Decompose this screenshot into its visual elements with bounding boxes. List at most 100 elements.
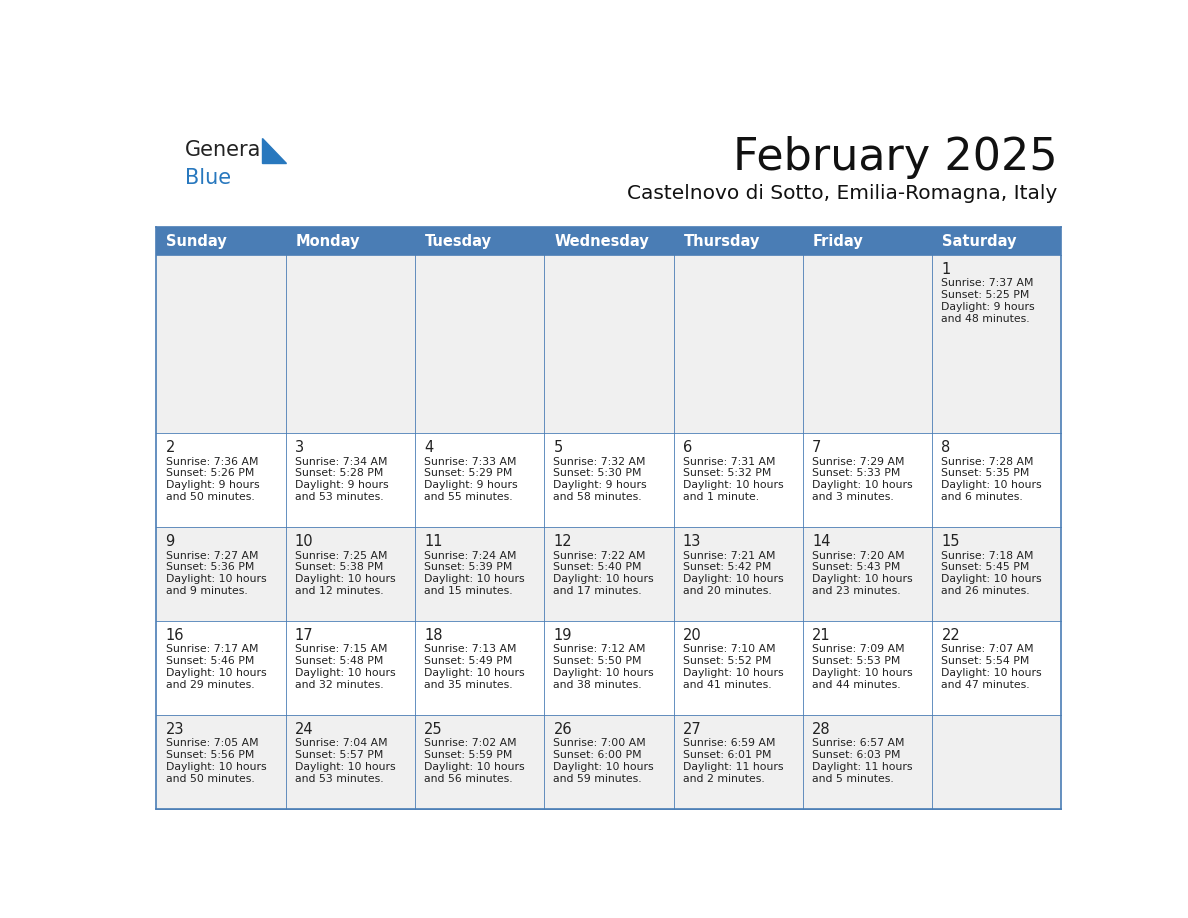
Text: 15: 15 — [941, 534, 960, 549]
Text: and 12 minutes.: and 12 minutes. — [295, 587, 384, 597]
Text: and 38 minutes.: and 38 minutes. — [554, 680, 643, 690]
Bar — [415, 621, 544, 715]
Bar — [285, 227, 415, 255]
Text: Daylight: 10 hours: Daylight: 10 hours — [165, 575, 266, 585]
Text: Saturday: Saturday — [942, 233, 1017, 249]
Text: 23: 23 — [165, 722, 184, 737]
Bar — [803, 528, 933, 621]
Text: Daylight: 11 hours: Daylight: 11 hours — [683, 762, 783, 772]
Text: Sunset: 5:49 PM: Sunset: 5:49 PM — [424, 656, 512, 666]
Text: Sunrise: 7:13 AM: Sunrise: 7:13 AM — [424, 644, 517, 655]
Text: Sunset: 5:42 PM: Sunset: 5:42 PM — [683, 563, 771, 573]
Text: Daylight: 10 hours: Daylight: 10 hours — [941, 575, 1042, 585]
Bar — [285, 433, 415, 528]
Text: and 1 minute.: and 1 minute. — [683, 492, 759, 502]
Text: and 59 minutes.: and 59 minutes. — [554, 774, 643, 784]
Text: Sunrise: 6:57 AM: Sunrise: 6:57 AM — [813, 738, 904, 748]
Text: and 50 minutes.: and 50 minutes. — [165, 774, 254, 784]
Text: Sunrise: 7:37 AM: Sunrise: 7:37 AM — [941, 278, 1034, 288]
Bar — [157, 528, 285, 621]
Text: 9: 9 — [165, 534, 175, 549]
Text: Sunset: 5:29 PM: Sunset: 5:29 PM — [424, 468, 512, 478]
Bar — [803, 621, 933, 715]
Text: Daylight: 10 hours: Daylight: 10 hours — [424, 575, 525, 585]
Text: Sunset: 5:57 PM: Sunset: 5:57 PM — [295, 750, 384, 760]
Text: 8: 8 — [941, 441, 950, 455]
Text: Sunset: 6:03 PM: Sunset: 6:03 PM — [813, 750, 901, 760]
Text: Daylight: 10 hours: Daylight: 10 hours — [683, 575, 783, 585]
Text: Daylight: 10 hours: Daylight: 10 hours — [554, 762, 655, 772]
Bar — [803, 715, 933, 810]
Text: 24: 24 — [295, 722, 314, 737]
Text: Thursday: Thursday — [683, 233, 760, 249]
Text: General: General — [185, 140, 267, 161]
Text: and 6 minutes.: and 6 minutes. — [941, 492, 1023, 502]
Text: and 17 minutes.: and 17 minutes. — [554, 587, 643, 597]
Text: Daylight: 9 hours: Daylight: 9 hours — [554, 480, 647, 490]
Text: 1: 1 — [941, 262, 950, 277]
Text: and 5 minutes.: and 5 minutes. — [813, 774, 893, 784]
Text: 20: 20 — [683, 628, 702, 644]
Text: Sunrise: 7:00 AM: Sunrise: 7:00 AM — [554, 738, 646, 748]
Text: Friday: Friday — [813, 233, 864, 249]
Text: and 15 minutes.: and 15 minutes. — [424, 587, 513, 597]
Text: Sunrise: 7:02 AM: Sunrise: 7:02 AM — [424, 738, 517, 748]
Text: and 53 minutes.: and 53 minutes. — [295, 492, 384, 502]
Text: Castelnovo di Sotto, Emilia-Romagna, Italy: Castelnovo di Sotto, Emilia-Romagna, Ita… — [627, 184, 1057, 203]
Bar — [415, 715, 544, 810]
Bar — [933, 621, 1061, 715]
Text: Sunset: 5:53 PM: Sunset: 5:53 PM — [813, 656, 901, 666]
Bar — [285, 528, 415, 621]
Bar — [157, 433, 285, 528]
Text: Sunrise: 7:09 AM: Sunrise: 7:09 AM — [813, 644, 905, 655]
Text: Daylight: 10 hours: Daylight: 10 hours — [165, 668, 266, 678]
Text: Daylight: 10 hours: Daylight: 10 hours — [554, 575, 655, 585]
Text: and 35 minutes.: and 35 minutes. — [424, 680, 513, 690]
Text: and 41 minutes.: and 41 minutes. — [683, 680, 771, 690]
Text: 4: 4 — [424, 441, 434, 455]
Text: Daylight: 10 hours: Daylight: 10 hours — [683, 480, 783, 490]
Text: Sunset: 5:39 PM: Sunset: 5:39 PM — [424, 563, 512, 573]
Text: Daylight: 9 hours: Daylight: 9 hours — [424, 480, 518, 490]
Text: Sunrise: 7:21 AM: Sunrise: 7:21 AM — [683, 551, 776, 561]
Text: Daylight: 10 hours: Daylight: 10 hours — [424, 668, 525, 678]
Text: Daylight: 10 hours: Daylight: 10 hours — [424, 762, 525, 772]
Text: Sunset: 6:01 PM: Sunset: 6:01 PM — [683, 750, 771, 760]
Text: and 47 minutes.: and 47 minutes. — [941, 680, 1030, 690]
Text: 16: 16 — [165, 628, 184, 644]
Bar — [544, 255, 674, 433]
Bar — [544, 715, 674, 810]
Text: Sunrise: 7:18 AM: Sunrise: 7:18 AM — [941, 551, 1034, 561]
Text: Sunset: 5:36 PM: Sunset: 5:36 PM — [165, 563, 254, 573]
Text: Sunset: 5:46 PM: Sunset: 5:46 PM — [165, 656, 254, 666]
Text: Sunset: 5:48 PM: Sunset: 5:48 PM — [295, 656, 384, 666]
Text: Daylight: 10 hours: Daylight: 10 hours — [165, 762, 266, 772]
Text: 27: 27 — [683, 722, 702, 737]
Text: Sunrise: 7:22 AM: Sunrise: 7:22 AM — [554, 551, 646, 561]
Text: and 50 minutes.: and 50 minutes. — [165, 492, 254, 502]
Bar — [803, 433, 933, 528]
Bar — [544, 528, 674, 621]
Text: Sunset: 5:35 PM: Sunset: 5:35 PM — [941, 468, 1030, 478]
Bar — [674, 433, 803, 528]
Text: 5: 5 — [554, 441, 563, 455]
Text: Sunset: 5:43 PM: Sunset: 5:43 PM — [813, 563, 901, 573]
Bar — [415, 528, 544, 621]
Text: Sunset: 5:59 PM: Sunset: 5:59 PM — [424, 750, 512, 760]
Bar — [285, 621, 415, 715]
Text: 10: 10 — [295, 534, 314, 549]
Bar — [157, 621, 285, 715]
Text: Sunrise: 7:25 AM: Sunrise: 7:25 AM — [295, 551, 387, 561]
Text: 12: 12 — [554, 534, 573, 549]
Text: 3: 3 — [295, 441, 304, 455]
Bar — [157, 255, 285, 433]
Text: Daylight: 9 hours: Daylight: 9 hours — [941, 302, 1035, 312]
Text: 14: 14 — [813, 534, 830, 549]
Text: 22: 22 — [941, 628, 960, 644]
Bar — [674, 255, 803, 433]
Text: Sunset: 5:32 PM: Sunset: 5:32 PM — [683, 468, 771, 478]
Text: Daylight: 11 hours: Daylight: 11 hours — [813, 762, 912, 772]
Text: Daylight: 10 hours: Daylight: 10 hours — [295, 575, 396, 585]
Text: Daylight: 10 hours: Daylight: 10 hours — [295, 668, 396, 678]
Text: and 48 minutes.: and 48 minutes. — [941, 314, 1030, 324]
